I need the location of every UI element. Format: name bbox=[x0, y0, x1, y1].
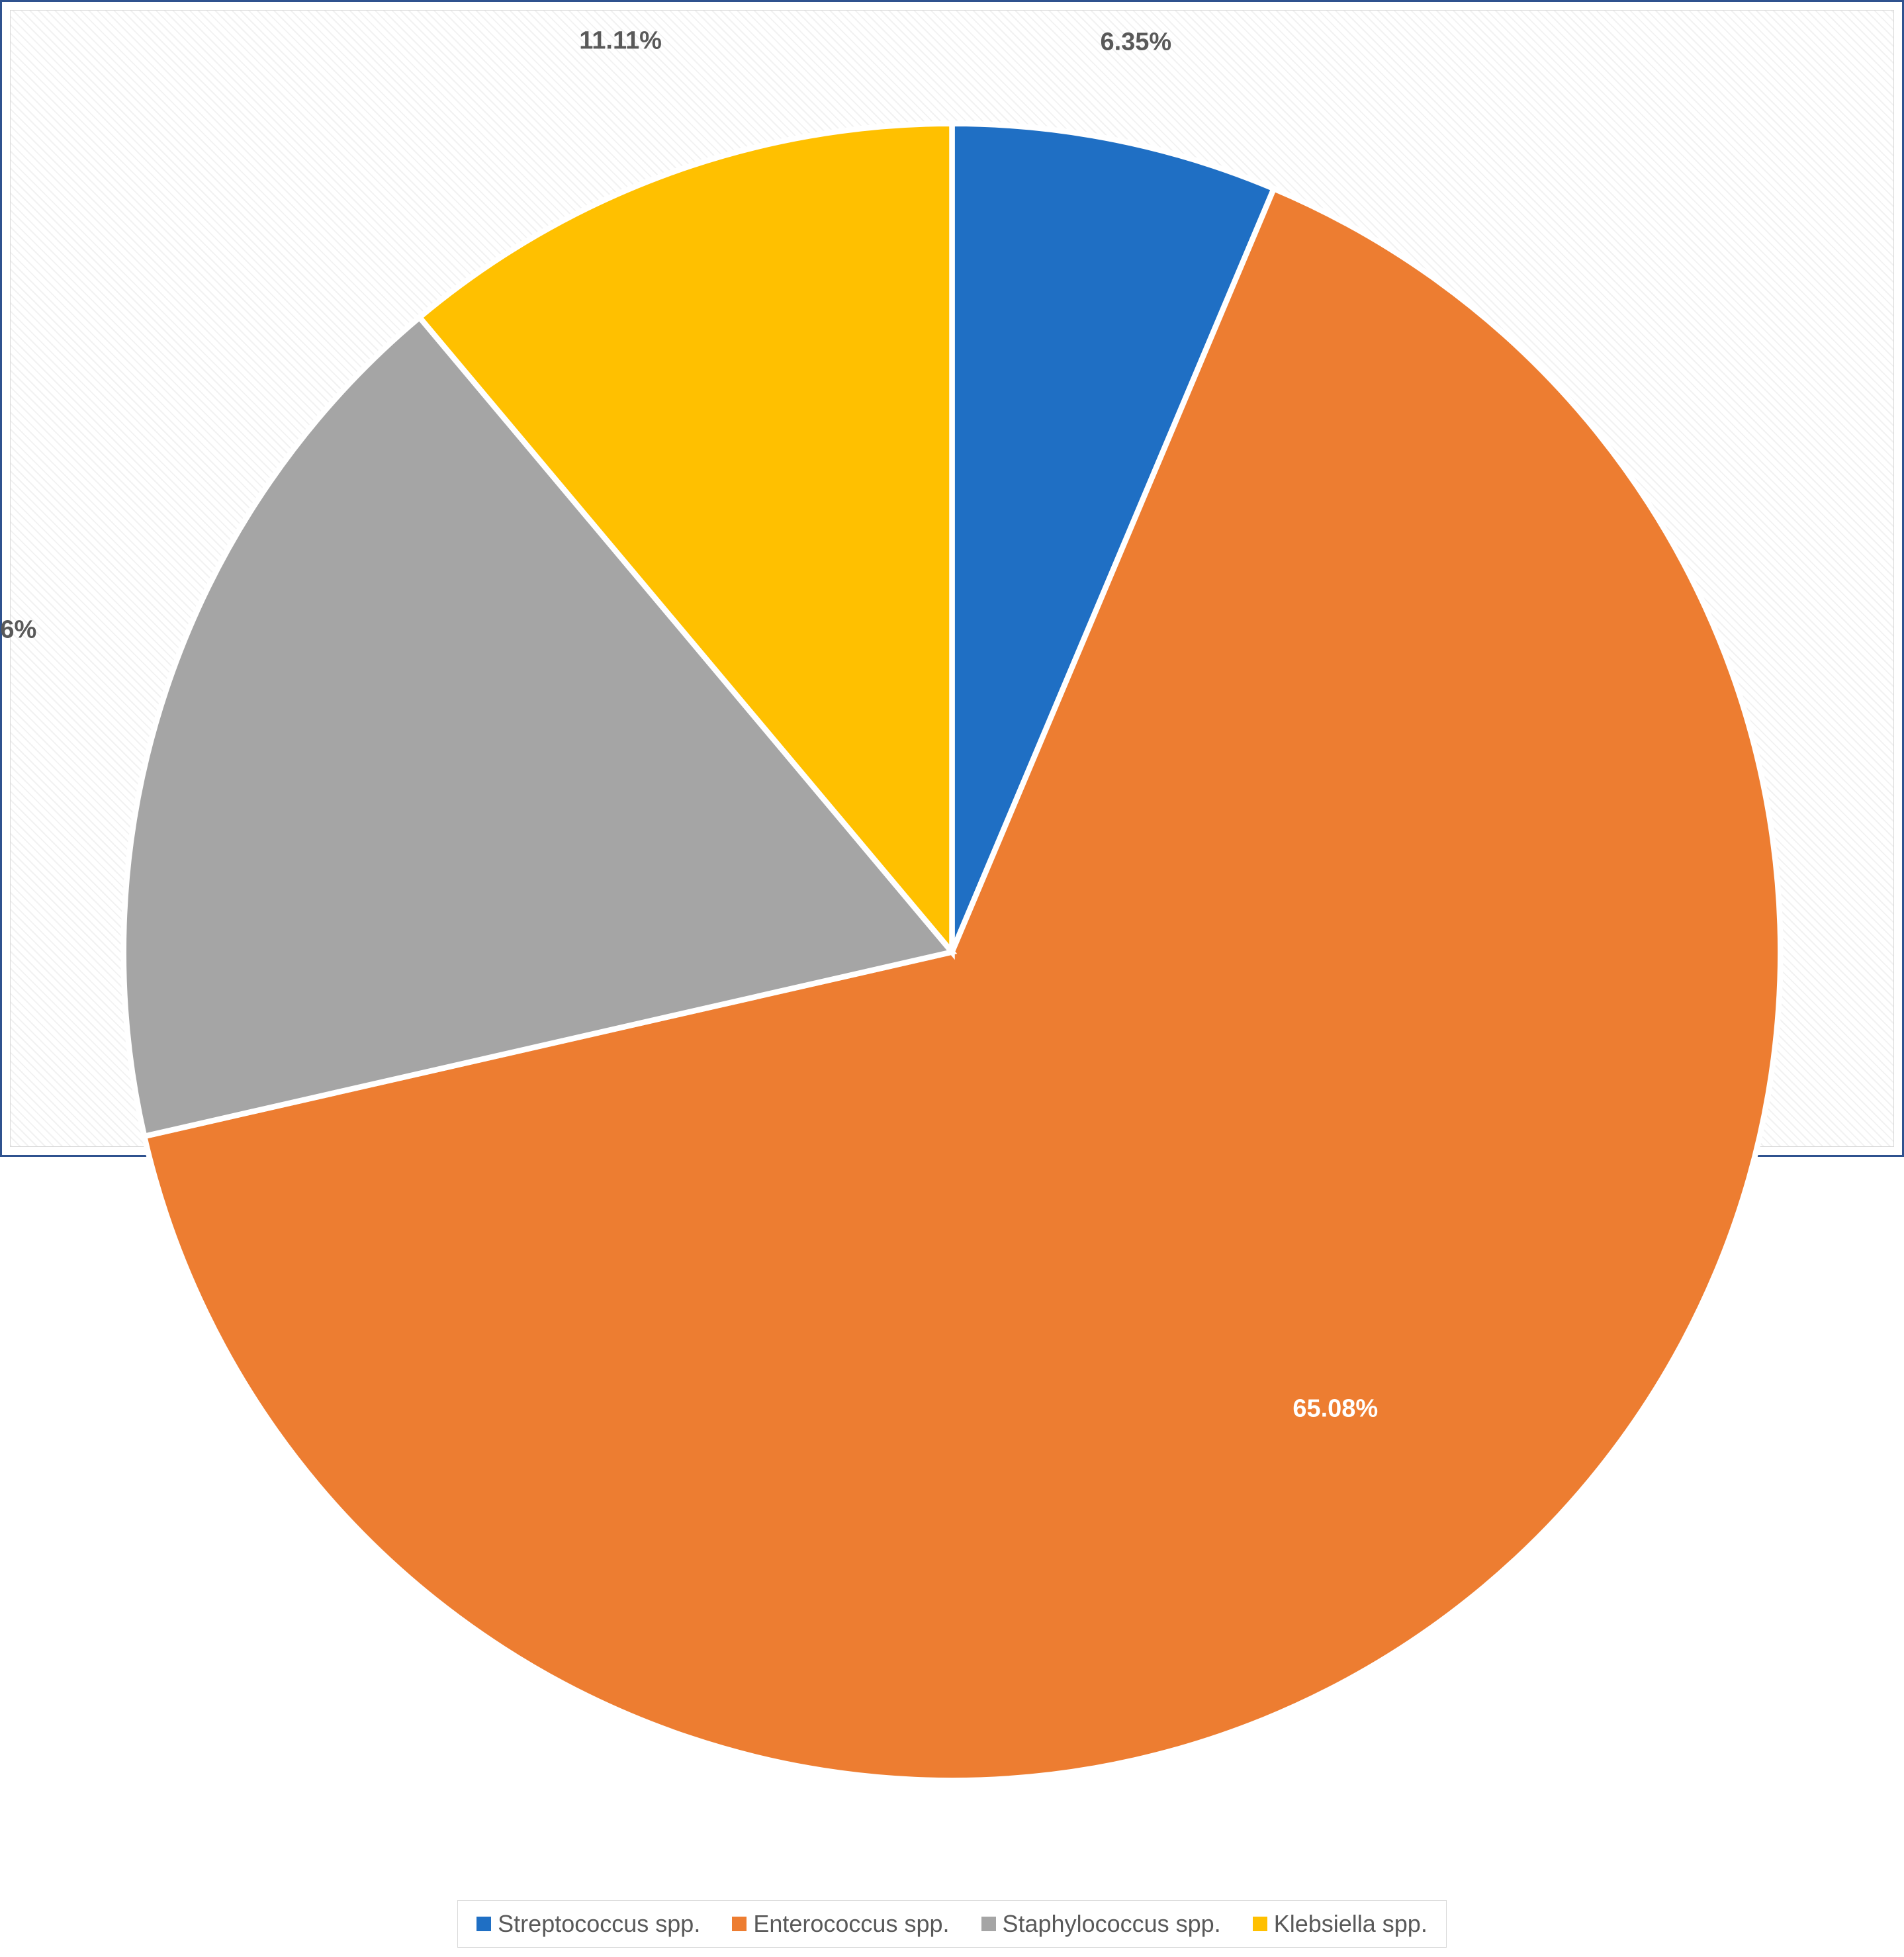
chart-inner-frame: 6.35%65.08%17.46%11.11% Streptococcus sp… bbox=[10, 10, 1894, 1147]
legend-swatch bbox=[1253, 1917, 1267, 1931]
legend-swatch bbox=[732, 1917, 747, 1931]
legend-item: Klebsiella spp. bbox=[1253, 1910, 1428, 1938]
legend-label: Streptococcus spp. bbox=[498, 1910, 700, 1938]
legend-swatch bbox=[476, 1917, 491, 1931]
pie-svg bbox=[11, 11, 1893, 1893]
pie-holder: 6.35%65.08%17.46%11.11% bbox=[11, 11, 1893, 1893]
legend-item: Streptococcus spp. bbox=[476, 1910, 700, 1938]
legend-wrap: Streptococcus spp. Enterococcus spp. Staph… bbox=[11, 1893, 1893, 1957]
chart-area: 6.35%65.08%17.46%11.11% bbox=[11, 11, 1893, 1893]
legend-box: Streptococcus spp. Enterococcus spp. Staph… bbox=[457, 1900, 1447, 1948]
legend-item: Staphylococcus spp. bbox=[981, 1910, 1221, 1938]
legend-label: Enterococcus spp. bbox=[753, 1910, 949, 1938]
legend-item: Enterococcus spp. bbox=[732, 1910, 949, 1938]
legend-swatch bbox=[981, 1917, 996, 1931]
legend-label: Staphylococcus spp. bbox=[1003, 1910, 1221, 1938]
legend-label: Klebsiella spp. bbox=[1274, 1910, 1428, 1938]
chart-outer-frame: 6.35%65.08%17.46%11.11% Streptococcus sp… bbox=[0, 0, 1904, 1157]
